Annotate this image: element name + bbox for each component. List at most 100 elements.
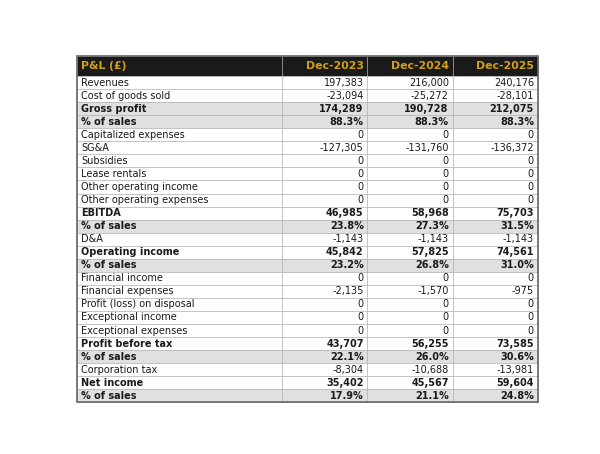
- Bar: [282, 180, 367, 193]
- Text: -127,305: -127,305: [320, 143, 364, 153]
- Bar: [282, 154, 367, 168]
- Bar: [282, 102, 367, 115]
- Bar: [367, 180, 452, 193]
- Bar: [452, 232, 538, 246]
- Text: 43,707: 43,707: [326, 339, 364, 349]
- Text: % of sales: % of sales: [81, 117, 137, 127]
- Bar: [282, 115, 367, 128]
- Text: 0: 0: [443, 182, 449, 192]
- Bar: [452, 102, 538, 115]
- Text: -1,570: -1,570: [418, 286, 449, 296]
- Text: % of sales: % of sales: [81, 260, 137, 270]
- Bar: [282, 89, 367, 102]
- Text: 0: 0: [443, 326, 449, 336]
- Text: Profit (loss) on disposal: Profit (loss) on disposal: [81, 300, 194, 310]
- Text: 0: 0: [528, 195, 534, 205]
- Text: 0: 0: [528, 312, 534, 322]
- Text: 0: 0: [358, 169, 364, 179]
- Bar: [77, 115, 282, 128]
- Text: 190,728: 190,728: [404, 104, 449, 114]
- Text: 26.8%: 26.8%: [415, 260, 449, 270]
- Bar: [282, 168, 367, 180]
- Bar: [282, 285, 367, 298]
- Bar: [452, 389, 538, 402]
- Bar: [367, 89, 452, 102]
- Text: -28,101: -28,101: [497, 91, 534, 101]
- Text: 0: 0: [528, 300, 534, 310]
- Bar: [77, 56, 282, 76]
- Text: -1,143: -1,143: [503, 234, 534, 244]
- Text: 0: 0: [443, 130, 449, 140]
- Bar: [77, 141, 282, 154]
- Bar: [452, 376, 538, 389]
- Bar: [367, 193, 452, 207]
- Text: 45,842: 45,842: [326, 247, 364, 257]
- Bar: [452, 180, 538, 193]
- Bar: [367, 389, 452, 402]
- Text: Lease rentals: Lease rentals: [81, 169, 146, 179]
- Bar: [367, 76, 452, 89]
- Bar: [77, 154, 282, 168]
- Bar: [282, 220, 367, 232]
- Bar: [367, 168, 452, 180]
- Text: % of sales: % of sales: [81, 391, 137, 401]
- Bar: [77, 220, 282, 232]
- Text: 0: 0: [358, 273, 364, 283]
- Bar: [282, 376, 367, 389]
- Text: -1,143: -1,143: [332, 234, 364, 244]
- Text: -13,981: -13,981: [497, 365, 534, 375]
- Bar: [452, 56, 538, 76]
- Text: Dec-2023: Dec-2023: [305, 61, 364, 71]
- Bar: [452, 272, 538, 285]
- Bar: [452, 207, 538, 220]
- Bar: [282, 272, 367, 285]
- Bar: [282, 232, 367, 246]
- Text: 88.3%: 88.3%: [415, 117, 449, 127]
- Bar: [77, 363, 282, 376]
- Text: Net income: Net income: [81, 378, 143, 388]
- Bar: [367, 324, 452, 337]
- Text: -10,688: -10,688: [412, 365, 449, 375]
- Bar: [77, 389, 282, 402]
- Text: 0: 0: [443, 195, 449, 205]
- Bar: [77, 376, 282, 389]
- Text: 0: 0: [443, 300, 449, 310]
- Text: -1,143: -1,143: [418, 234, 449, 244]
- Bar: [77, 324, 282, 337]
- Text: 73,585: 73,585: [496, 339, 534, 349]
- Bar: [282, 193, 367, 207]
- Bar: [452, 259, 538, 272]
- Text: EBITDA: EBITDA: [81, 208, 121, 218]
- Bar: [367, 128, 452, 141]
- Bar: [367, 376, 452, 389]
- Bar: [452, 193, 538, 207]
- Bar: [367, 337, 452, 350]
- Text: Exceptional expenses: Exceptional expenses: [81, 326, 187, 336]
- Bar: [282, 324, 367, 337]
- Text: 45,567: 45,567: [411, 378, 449, 388]
- Text: 23.2%: 23.2%: [330, 260, 364, 270]
- Text: SG&A: SG&A: [81, 143, 109, 153]
- Bar: [452, 324, 538, 337]
- Bar: [77, 193, 282, 207]
- Bar: [452, 220, 538, 232]
- Text: % of sales: % of sales: [81, 352, 137, 362]
- Bar: [367, 350, 452, 363]
- Bar: [77, 232, 282, 246]
- Bar: [367, 298, 452, 311]
- Text: 56,255: 56,255: [411, 339, 449, 349]
- Bar: [77, 246, 282, 259]
- Bar: [77, 180, 282, 193]
- Text: 22.1%: 22.1%: [330, 352, 364, 362]
- Bar: [452, 128, 538, 141]
- Bar: [77, 102, 282, 115]
- Bar: [367, 311, 452, 324]
- Bar: [282, 128, 367, 141]
- Text: 0: 0: [528, 169, 534, 179]
- Bar: [77, 337, 282, 350]
- Text: 26.0%: 26.0%: [415, 352, 449, 362]
- Bar: [452, 168, 538, 180]
- Text: 59,604: 59,604: [496, 378, 534, 388]
- Text: 212,075: 212,075: [490, 104, 534, 114]
- Bar: [77, 259, 282, 272]
